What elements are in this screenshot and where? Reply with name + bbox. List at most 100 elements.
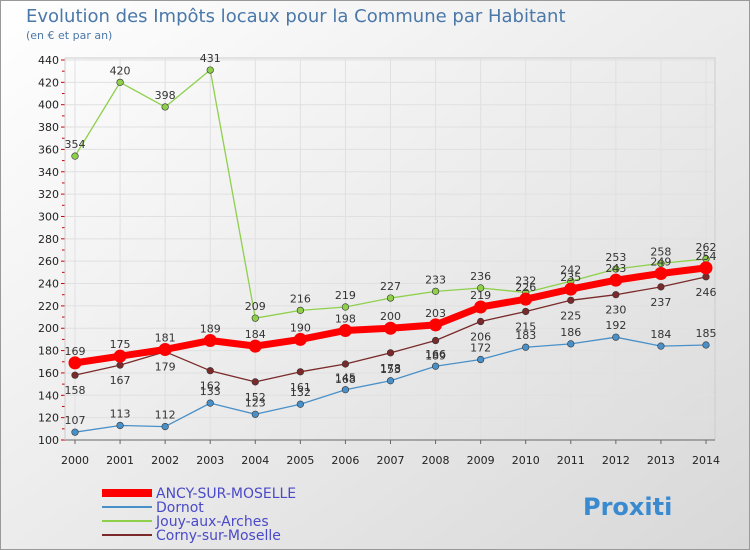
y-tick-label: 220 bbox=[38, 300, 59, 313]
x-tick-label: 2010 bbox=[512, 454, 540, 467]
data-label-jouy-aux-arches: 354 bbox=[65, 138, 86, 151]
point-dornot bbox=[431, 362, 440, 370]
point-dornot bbox=[206, 399, 214, 407]
data-label-dornot: 185 bbox=[696, 327, 717, 340]
legend-label-dornot: Dornot bbox=[156, 500, 204, 516]
point-ancy-sur-moselle bbox=[699, 261, 713, 275]
point-ancy-sur-moselle bbox=[338, 323, 352, 337]
data-label-dornot: 166 bbox=[425, 348, 446, 361]
y-tick-label: 440 bbox=[38, 54, 59, 67]
y-tick-label: 380 bbox=[38, 121, 59, 134]
point-jouy-aux-arches bbox=[386, 294, 395, 302]
y-tick-label: 180 bbox=[38, 345, 59, 358]
point-dornot bbox=[116, 421, 124, 430]
data-label-corny-sur-moselle: 161 bbox=[290, 381, 311, 394]
data-label-corny-sur-moselle: 225 bbox=[560, 309, 581, 322]
data-label-dornot: 172 bbox=[470, 342, 491, 355]
point-dornot bbox=[341, 386, 350, 394]
data-label-dornot: 133 bbox=[200, 385, 221, 398]
data-label-dornot: 123 bbox=[245, 396, 266, 409]
point-ancy-sur-moselle bbox=[474, 300, 488, 314]
data-label-jouy-aux-arches: 398 bbox=[155, 89, 176, 102]
point-corny-sur-moselle bbox=[477, 317, 485, 326]
point-ancy-sur-moselle bbox=[384, 321, 397, 335]
data-label-jouy-aux-arches: 258 bbox=[650, 245, 671, 258]
data-label-dornot: 145 bbox=[335, 372, 356, 385]
data-label-ancy-sur-moselle: 175 bbox=[110, 338, 131, 351]
data-label-corny-sur-moselle: 167 bbox=[110, 374, 131, 387]
data-label-ancy-sur-moselle: 203 bbox=[425, 307, 446, 320]
y-tick-label: 240 bbox=[38, 278, 59, 291]
x-tick-label: 2006 bbox=[331, 454, 359, 467]
point-jouy-aux-arches bbox=[431, 287, 440, 295]
point-jouy-aux-arches bbox=[657, 259, 665, 268]
y-tick-label: 260 bbox=[38, 255, 59, 268]
point-ancy-sur-moselle bbox=[248, 339, 262, 353]
point-ancy-sur-moselle bbox=[564, 282, 578, 296]
point-jouy-aux-arches bbox=[71, 152, 79, 160]
point-ancy-sur-moselle bbox=[113, 349, 127, 363]
point-dornot bbox=[657, 342, 665, 350]
chart-title: Evolution des Impôts locaux pour la Comm… bbox=[26, 6, 566, 27]
point-jouy-aux-arches bbox=[477, 284, 485, 292]
y-tick-label: 340 bbox=[38, 166, 59, 179]
data-label-jouy-aux-arches: 242 bbox=[560, 263, 581, 276]
data-label-dornot: 153 bbox=[380, 363, 401, 376]
data-label-ancy-sur-moselle: 219 bbox=[470, 289, 491, 302]
data-label-jouy-aux-arches: 253 bbox=[605, 251, 626, 264]
point-ancy-sur-moselle bbox=[609, 273, 623, 287]
point-corny-sur-moselle bbox=[612, 291, 620, 299]
data-label-ancy-sur-moselle: 235 bbox=[560, 271, 581, 284]
data-label-jouy-aux-arches: 262 bbox=[696, 241, 717, 254]
data-label-ancy-sur-moselle: 169 bbox=[65, 345, 86, 358]
logo-text: Proxiti bbox=[583, 493, 672, 521]
x-tick-label: 2004 bbox=[241, 454, 269, 467]
data-label-ancy-sur-moselle: 184 bbox=[245, 328, 266, 341]
point-dornot bbox=[71, 428, 79, 436]
data-label-dornot: 112 bbox=[155, 409, 176, 422]
point-jouy-aux-arches bbox=[612, 265, 620, 273]
y-tick-label: 360 bbox=[38, 143, 59, 156]
point-corny-sur-moselle bbox=[431, 336, 440, 345]
x-tick-label: 2014 bbox=[692, 454, 720, 467]
point-jouy-aux-arches bbox=[206, 66, 214, 74]
data-label-corny-sur-moselle: 168 bbox=[335, 373, 356, 386]
data-label-dornot: 132 bbox=[290, 386, 311, 399]
data-label-corny-sur-moselle: 237 bbox=[650, 296, 671, 309]
data-label-dornot: 183 bbox=[515, 329, 536, 342]
x-tick-label: 2013 bbox=[647, 454, 675, 467]
series-group bbox=[68, 66, 713, 436]
data-label-jouy-aux-arches: 227 bbox=[380, 280, 401, 293]
data-label-jouy-aux-arches: 233 bbox=[425, 273, 446, 286]
chart-subtitle: (en € et par an) bbox=[26, 29, 112, 42]
point-ancy-sur-moselle bbox=[158, 342, 172, 356]
data-label-corny-sur-moselle: 152 bbox=[245, 391, 266, 404]
proxiti-logo: Proxiti bbox=[583, 493, 672, 521]
data-label-dornot: 186 bbox=[560, 326, 581, 339]
data-label-jouy-aux-arches: 236 bbox=[470, 270, 491, 283]
y-tick-label: 140 bbox=[38, 389, 59, 402]
y-tick-label: 100 bbox=[38, 434, 59, 447]
y-tick-label: 280 bbox=[38, 233, 59, 246]
data-label-ancy-sur-moselle: 249 bbox=[650, 255, 671, 268]
point-dornot bbox=[522, 343, 530, 351]
point-jouy-aux-arches bbox=[251, 314, 259, 322]
data-label-corny-sur-moselle: 230 bbox=[605, 304, 626, 317]
data-label-dornot: 184 bbox=[650, 328, 671, 341]
data-label-dornot: 192 bbox=[605, 319, 626, 332]
y-tick-label: 200 bbox=[38, 322, 59, 335]
point-ancy-sur-moselle bbox=[203, 334, 217, 348]
x-tick-label: 2009 bbox=[467, 454, 495, 467]
data-label-dornot: 113 bbox=[110, 407, 131, 420]
data-label-corny-sur-moselle: 246 bbox=[696, 286, 717, 299]
y-tick-label: 420 bbox=[38, 76, 59, 89]
y-tick-label: 300 bbox=[38, 210, 59, 223]
point-dornot bbox=[161, 422, 169, 431]
point-jouy-aux-arches bbox=[161, 103, 169, 111]
y-tick-label: 320 bbox=[38, 188, 59, 201]
x-tick-label: 2005 bbox=[286, 454, 314, 467]
point-dornot bbox=[251, 410, 259, 418]
data-label-ancy-sur-moselle: 254 bbox=[696, 250, 717, 263]
axes: 100 120 140 160 180 200 220 240 260 280 300 320 340 3… bbox=[38, 54, 720, 467]
